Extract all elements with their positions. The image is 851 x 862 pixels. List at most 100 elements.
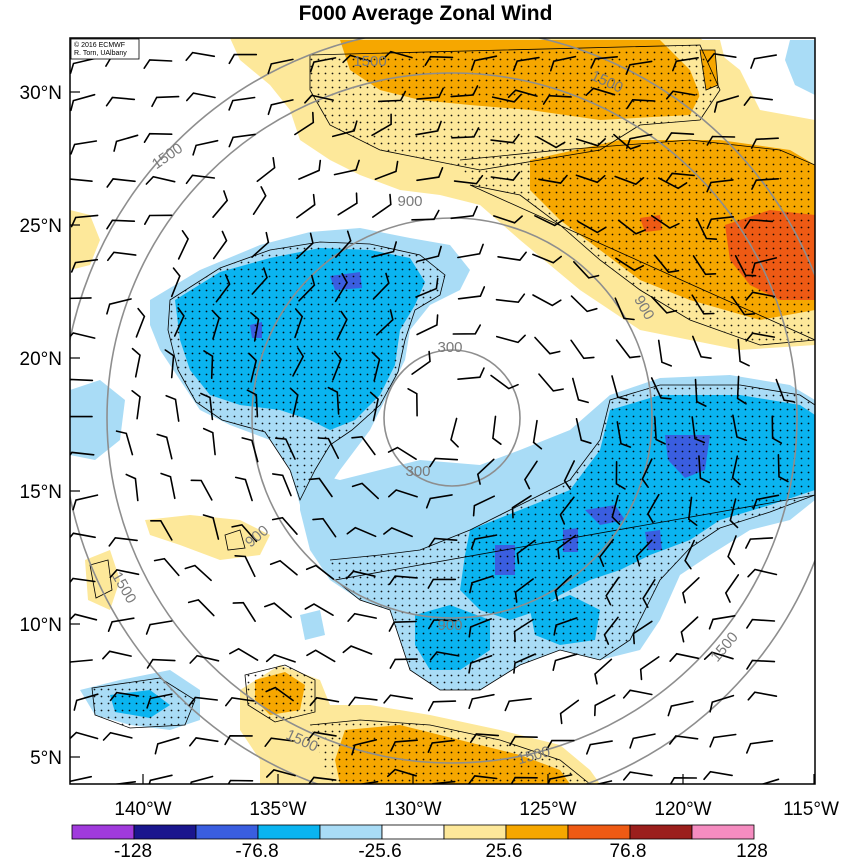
wind-barb <box>305 564 335 580</box>
wind-barb <box>625 60 653 75</box>
wind-barb <box>626 133 653 149</box>
wind-barb <box>72 494 99 511</box>
colorbar <box>71 824 755 840</box>
wind-barb <box>186 92 216 102</box>
colorbar-swatch <box>133 824 197 840</box>
wind-barb <box>691 416 706 444</box>
wind-barb <box>491 93 522 103</box>
wind-barb <box>538 373 564 392</box>
wind-barb <box>106 219 136 230</box>
wind-barb <box>731 455 741 486</box>
wind-barb <box>241 437 259 463</box>
wind-barb <box>760 778 780 784</box>
wind-barb <box>415 120 442 136</box>
wind-barb <box>187 599 215 617</box>
wind-barbs <box>70 50 795 784</box>
wind-barb <box>511 495 532 519</box>
wind-barb <box>387 768 417 778</box>
lon-label: 115°W <box>783 799 839 820</box>
wind-barb <box>150 520 173 541</box>
wind-barb <box>336 310 348 341</box>
wind-barb <box>572 377 589 404</box>
wind-barb <box>523 460 538 490</box>
wind-barb <box>185 174 216 185</box>
wind-barb <box>594 780 613 784</box>
wind-barb <box>509 735 538 747</box>
wind-barb <box>450 85 479 98</box>
wind-barb <box>614 297 635 321</box>
wind-barb <box>680 616 699 643</box>
colorbar-swatch <box>629 824 693 840</box>
wind-barb <box>202 514 220 540</box>
wind-barb <box>251 267 268 295</box>
wind-barb <box>351 435 376 456</box>
wind-barb <box>131 390 141 420</box>
wind-barb <box>745 332 776 342</box>
wind-barb <box>105 96 136 107</box>
wind-barb <box>691 294 715 315</box>
wind-barb <box>713 95 739 113</box>
wind-barb <box>751 257 778 274</box>
ring-label: 300 <box>405 463 430 480</box>
wind-barb <box>275 437 296 460</box>
wind-barb <box>468 775 498 784</box>
wind-barb <box>428 619 457 630</box>
wind-barb <box>73 693 99 711</box>
colorbar-swatch <box>443 824 507 840</box>
wind-barb <box>143 59 173 69</box>
wind-barb <box>696 217 718 240</box>
wind-barb <box>657 177 688 190</box>
wind-barb <box>184 564 212 582</box>
wind-barb <box>225 696 255 707</box>
lat-label: 5°N <box>30 748 62 769</box>
positive-region-west-patch2 <box>85 550 120 610</box>
wind-barb <box>476 458 495 485</box>
wind-barb <box>563 460 575 490</box>
wind-barb <box>654 416 666 445</box>
wind-barb <box>107 251 137 262</box>
wind-barb <box>333 159 360 176</box>
colorbar-swatch <box>505 824 569 840</box>
wind-barb <box>469 575 494 594</box>
negative-region-south-small <box>300 610 325 640</box>
wind-barb <box>264 602 292 619</box>
wind-barb <box>70 140 98 155</box>
wind-barb <box>497 251 527 261</box>
wind-barb <box>304 94 334 104</box>
wind-barb <box>611 375 629 401</box>
wind-barb <box>145 620 173 635</box>
wind-barb <box>626 98 656 109</box>
wind-barb <box>102 650 132 660</box>
wind-barb <box>736 375 747 405</box>
wind-barb <box>665 132 695 143</box>
wind-barb <box>173 307 185 337</box>
wind-barb <box>513 653 536 674</box>
wind-barb <box>629 733 656 749</box>
wind-barb <box>269 559 298 576</box>
wind-barb <box>165 394 180 422</box>
wind-barb <box>504 697 532 712</box>
wind-barb <box>348 696 378 707</box>
wind-barb <box>234 555 256 578</box>
wind-barb <box>457 286 486 300</box>
wind-barb <box>731 295 756 316</box>
wind-barb <box>665 172 695 183</box>
wind-barb <box>559 496 575 525</box>
wind-barb <box>575 138 606 147</box>
wind-barb <box>383 694 413 704</box>
wind-barb <box>143 132 173 143</box>
wind-barb <box>416 87 444 100</box>
wind-barb <box>594 694 616 717</box>
wind-barb <box>692 335 712 359</box>
wind-barb <box>493 215 523 224</box>
wind-barb <box>231 524 258 543</box>
wind-barb <box>641 458 653 488</box>
wind-barb <box>750 54 777 69</box>
wind-barb <box>615 461 626 490</box>
wind-barb <box>746 659 776 670</box>
wind-barb <box>650 377 672 400</box>
wind-barb <box>228 133 256 148</box>
wind-barb <box>642 579 656 609</box>
lon-label: 120°W <box>654 799 711 820</box>
wind-barb <box>256 157 276 183</box>
